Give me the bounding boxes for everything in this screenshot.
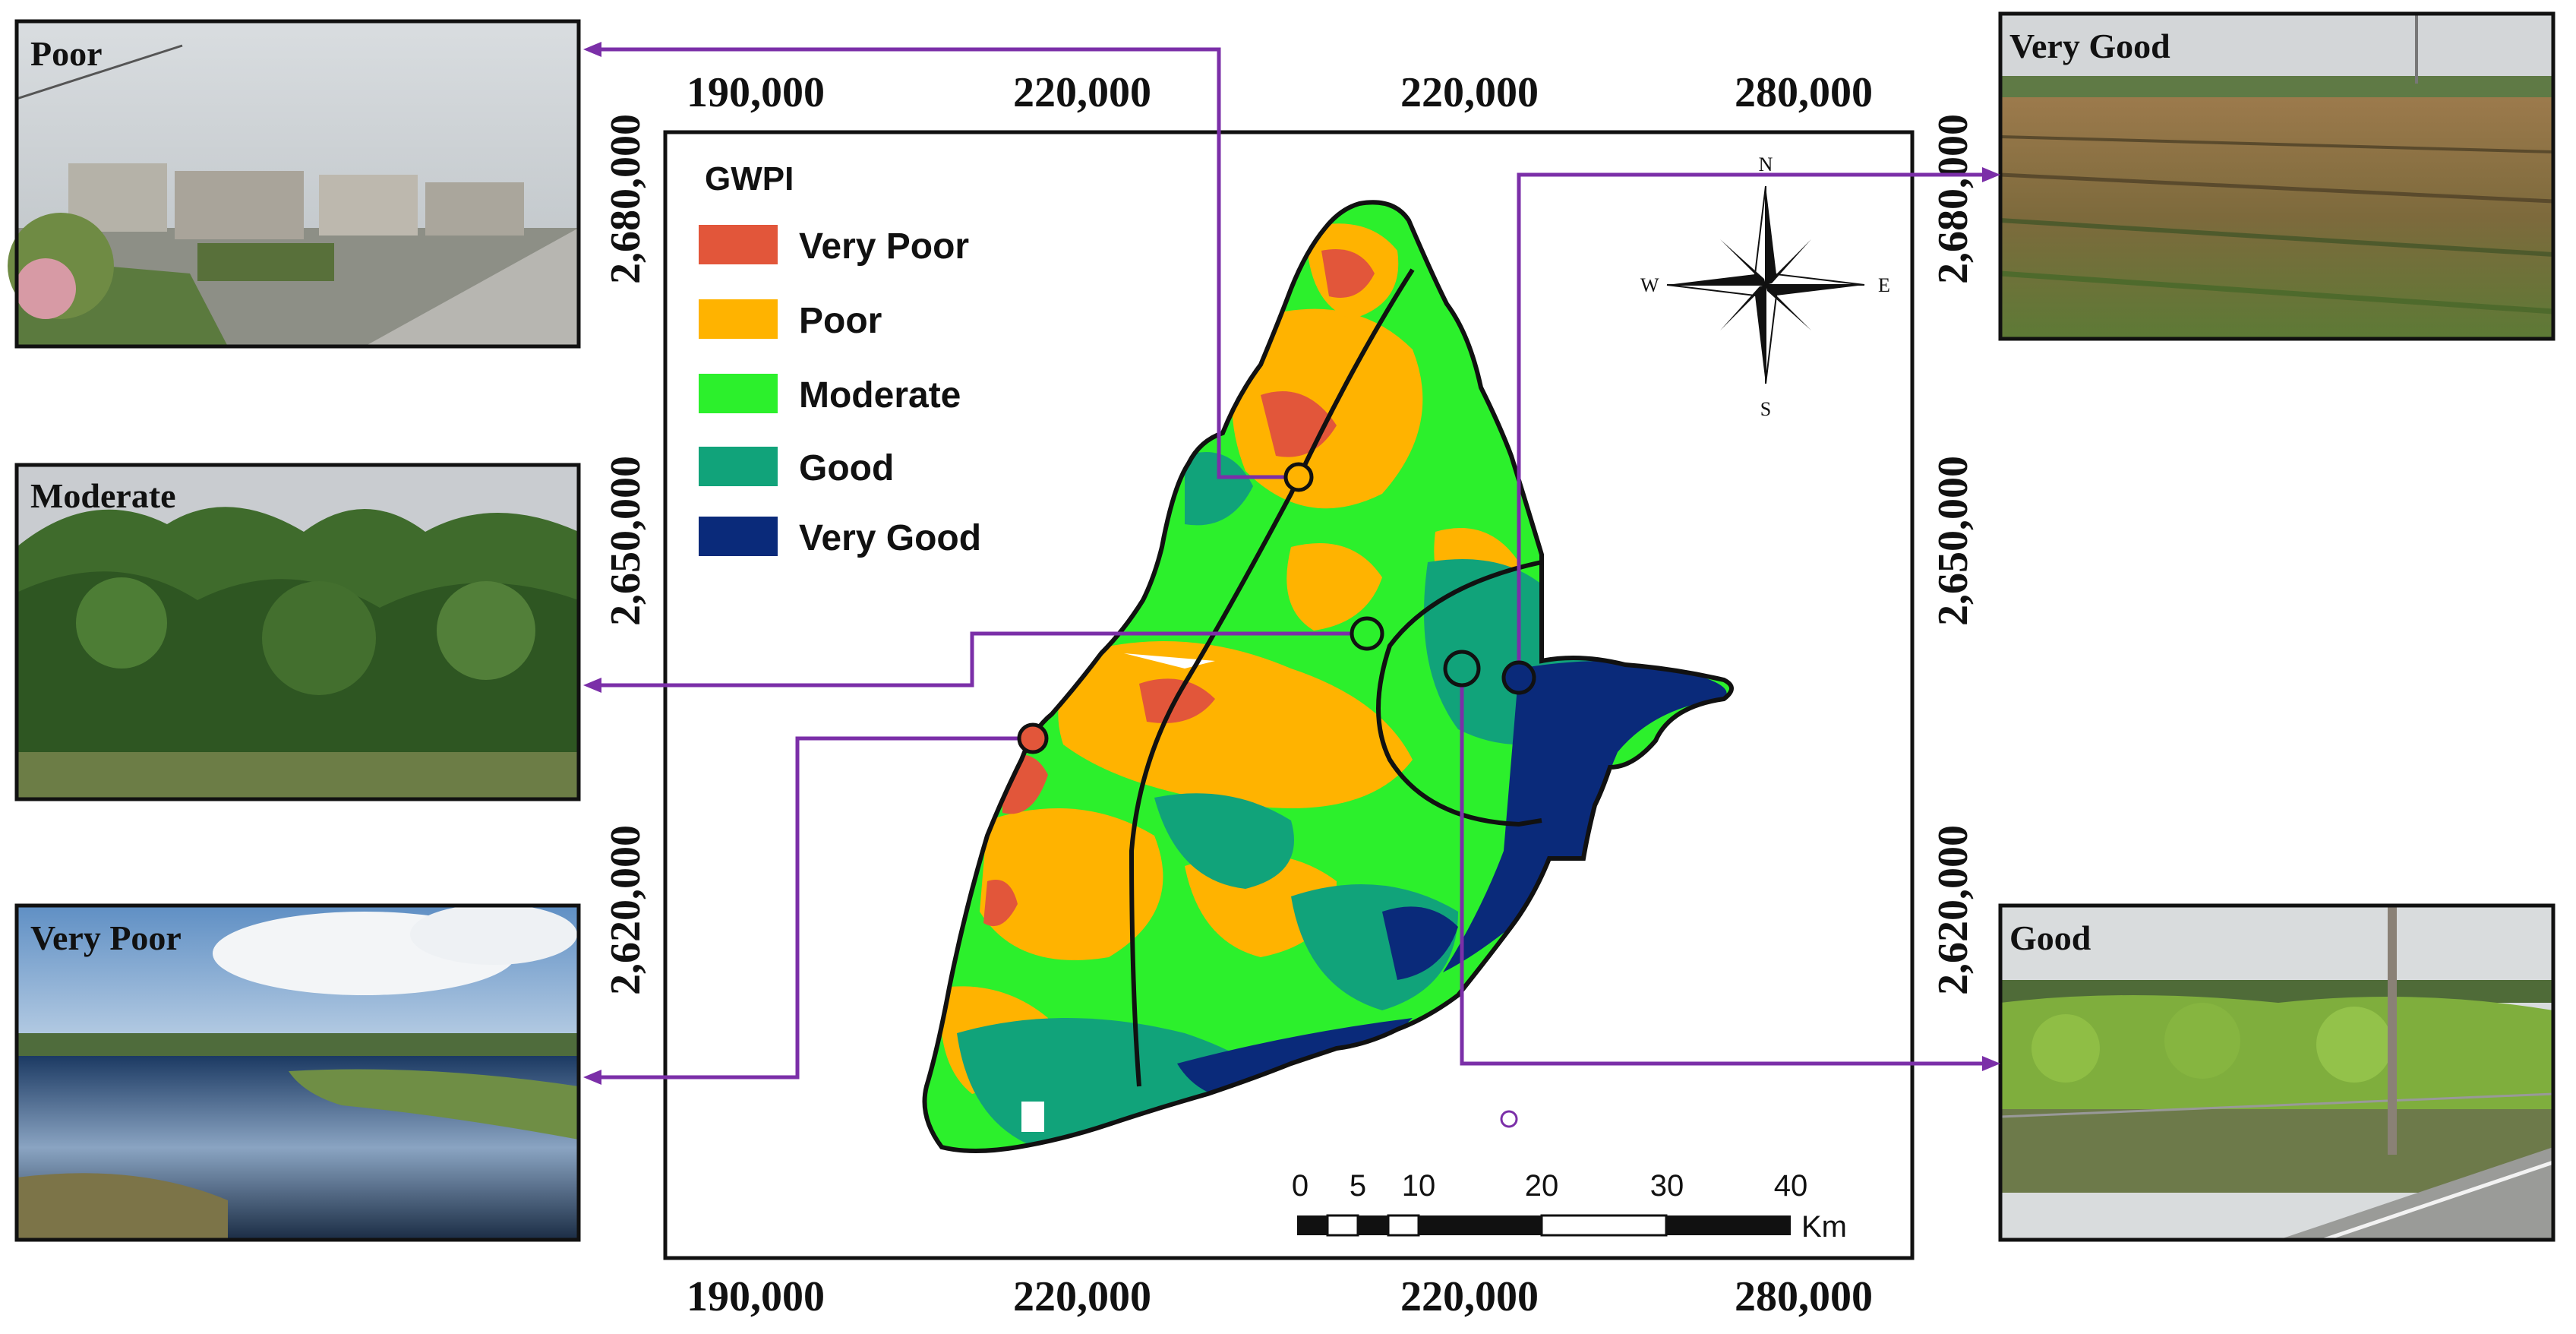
photo-very-good: Very Good bbox=[1998, 11, 2555, 341]
x-tick-top: 190,000 bbox=[687, 69, 825, 116]
legend: GWPI Very Poor Poor Moderate Good Very G… bbox=[699, 160, 981, 558]
legend-swatch-moderate bbox=[699, 374, 778, 413]
y-tick-left: 2,650,000 bbox=[602, 456, 649, 626]
scale-tick: 40 bbox=[1774, 1169, 1808, 1203]
legend-swatch-good bbox=[699, 447, 778, 486]
scale-unit: Km bbox=[1801, 1210, 1847, 1244]
compass-rose-icon: N S E W bbox=[1640, 153, 1890, 420]
compass-south: S bbox=[1760, 398, 1771, 420]
scale-tick: 0 bbox=[1292, 1169, 1309, 1203]
site-poor[interactable] bbox=[1283, 462, 1314, 492]
scale-tick: 5 bbox=[1350, 1169, 1366, 1203]
y-tick-right: 2,680,000 bbox=[1930, 114, 1977, 284]
compass-east: E bbox=[1878, 274, 1890, 296]
scale-bar: 0 5 10 20 30 40 Km bbox=[1292, 1169, 1847, 1244]
legend-swatch-poor bbox=[699, 299, 778, 339]
x-tick-top: 220,000 bbox=[1013, 69, 1151, 116]
compass-north: N bbox=[1759, 153, 1773, 175]
y-tick-left: 2,680,000 bbox=[602, 114, 649, 284]
x-tick-top: 280,000 bbox=[1735, 69, 1873, 116]
connector-lines bbox=[592, 47, 1990, 1080]
x-axis-top: 190,000 220,000 220,000 280,000 bbox=[687, 69, 1873, 116]
site-good[interactable] bbox=[1443, 650, 1481, 688]
photo-label-poor: Poor bbox=[30, 34, 103, 73]
y-axis-right: 2,680,000 2,650,000 2,620,000 bbox=[1930, 114, 1977, 995]
legend-label-good: Good bbox=[799, 448, 894, 488]
scale-tick: 30 bbox=[1650, 1169, 1684, 1203]
site-very-poor[interactable] bbox=[1017, 722, 1049, 754]
photo-label-moderate: Moderate bbox=[30, 476, 176, 515]
photo-very-poor: Very Poor bbox=[14, 903, 581, 1242]
legend-label-very-good: Very Good bbox=[799, 518, 981, 558]
compass-west: W bbox=[1640, 274, 1659, 296]
x-tick-bottom: 190,000 bbox=[687, 1273, 825, 1320]
x-tick-bottom: 220,000 bbox=[1400, 1273, 1539, 1320]
legend-label-moderate: Moderate bbox=[799, 375, 961, 416]
scale-tick: 20 bbox=[1525, 1169, 1559, 1203]
small-marker bbox=[1500, 1110, 1518, 1128]
x-axis-bottom: 190,000 220,000 220,000 280,000 bbox=[687, 1273, 1873, 1320]
legend-title: GWPI bbox=[705, 160, 794, 198]
photo-good: Good bbox=[1998, 903, 2555, 1242]
legend-swatch-very-poor bbox=[699, 225, 778, 264]
legend-label-very-poor: Very Poor bbox=[799, 226, 969, 267]
photo-label-very-poor: Very Poor bbox=[30, 918, 182, 957]
x-tick-bottom: 280,000 bbox=[1735, 1273, 1873, 1320]
photo-poor: Poor bbox=[8, 19, 581, 349]
y-tick-right: 2,620,000 bbox=[1930, 825, 1977, 995]
site-very-good[interactable] bbox=[1501, 660, 1536, 695]
connector-arrows bbox=[583, 42, 2000, 1085]
y-tick-right: 2,650,000 bbox=[1930, 456, 1977, 626]
sample-sites bbox=[1017, 462, 1536, 754]
site-moderate[interactable] bbox=[1350, 616, 1384, 651]
legend-swatch-very-good bbox=[699, 517, 778, 556]
photo-moderate: Moderate bbox=[14, 463, 581, 801]
y-axis-left: 2,680,000 2,650,000 2,620,000 bbox=[602, 114, 649, 995]
scale-tick: 10 bbox=[1402, 1169, 1436, 1203]
y-tick-left: 2,620,000 bbox=[602, 825, 649, 995]
photo-label-good: Good bbox=[2009, 918, 2091, 957]
legend-label-poor: Poor bbox=[799, 301, 882, 341]
x-tick-top: 220,000 bbox=[1400, 69, 1539, 116]
x-tick-bottom: 220,000 bbox=[1013, 1273, 1151, 1320]
photo-label-very-good: Very Good bbox=[2009, 27, 2170, 65]
